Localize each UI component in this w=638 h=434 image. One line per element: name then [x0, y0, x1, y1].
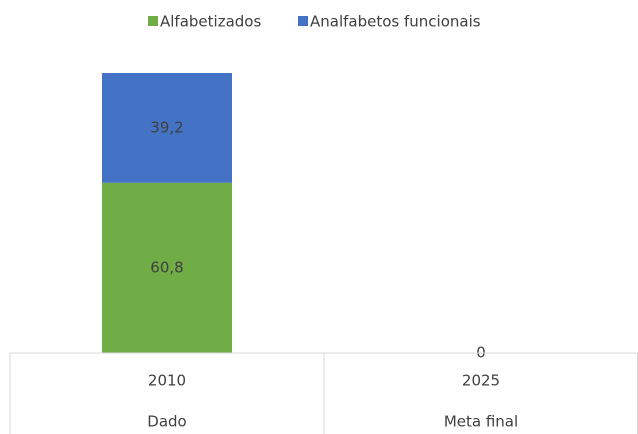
data-label: 39,2: [150, 118, 183, 136]
x-tick-label: 2010: [148, 372, 186, 390]
x-tick-label: 2025: [462, 372, 500, 390]
legend-label: Alfabetizados: [160, 13, 261, 31]
legend-swatch: [298, 16, 308, 26]
bar-segment: [102, 73, 232, 183]
data-label: 60,8: [150, 258, 183, 276]
legend-label: Analfabetos funcionais: [310, 13, 481, 31]
bar-segment: [102, 182, 232, 353]
legend-swatch: [148, 16, 158, 26]
x-group-label: Dado: [147, 413, 186, 431]
x-group-label: Meta final: [444, 413, 518, 431]
